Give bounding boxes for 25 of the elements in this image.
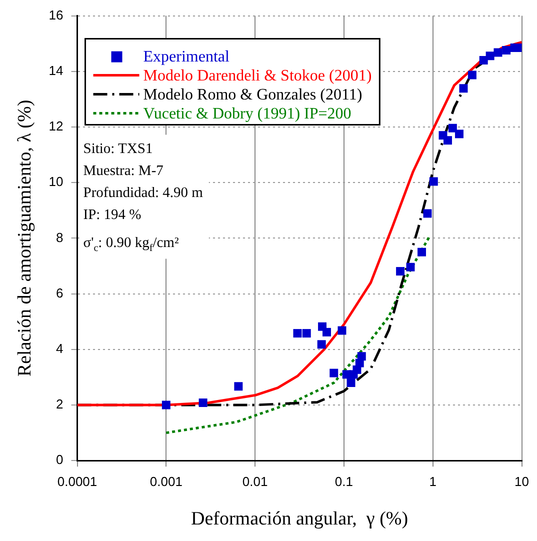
legend-label: Modelo Darendeli & Stokoe (2001) [143, 67, 372, 84]
y-tick-label: 0 [56, 452, 64, 468]
y-tick-label: 2 [56, 396, 64, 412]
x-tick-label: 0.0001 [57, 474, 98, 489]
y-tick-label: 4 [56, 340, 64, 356]
y-tick-label: 6 [56, 285, 64, 300]
x-axis-title: Deformación angular, γ (%) [190, 508, 408, 530]
y-tick-label: 10 [48, 174, 64, 190]
legend-label: Modelo Romo & Gonzales (2011) [143, 86, 362, 104]
y-axis-title: Relación de amortiguamiento, λ (%) [14, 100, 36, 377]
annotation: Profundidad: 4.90 m [83, 184, 204, 201]
x-tick-label: 0.01 [242, 474, 268, 489]
x-tick-label: 1 [429, 474, 436, 489]
x-tick-label: 0.1 [334, 474, 354, 489]
x-tick-label: 0.001 [150, 474, 182, 489]
y-tick-label: 16 [48, 7, 64, 22]
legend-label: Experimental [143, 48, 230, 66]
annotation: Sitio: TXS1 [83, 140, 153, 157]
annotation: Muestra: M-7 [83, 162, 164, 179]
annotation: IP: 194 % [83, 206, 142, 223]
y-tick-label: 14 [48, 62, 64, 78]
legend-label: Vucetic & Dobry (1991) IP=200 [143, 105, 352, 122]
x-tick-label: 10 [514, 474, 530, 489]
y-tick-label: 8 [56, 230, 64, 245]
y-tick-label: 12 [48, 118, 64, 134]
